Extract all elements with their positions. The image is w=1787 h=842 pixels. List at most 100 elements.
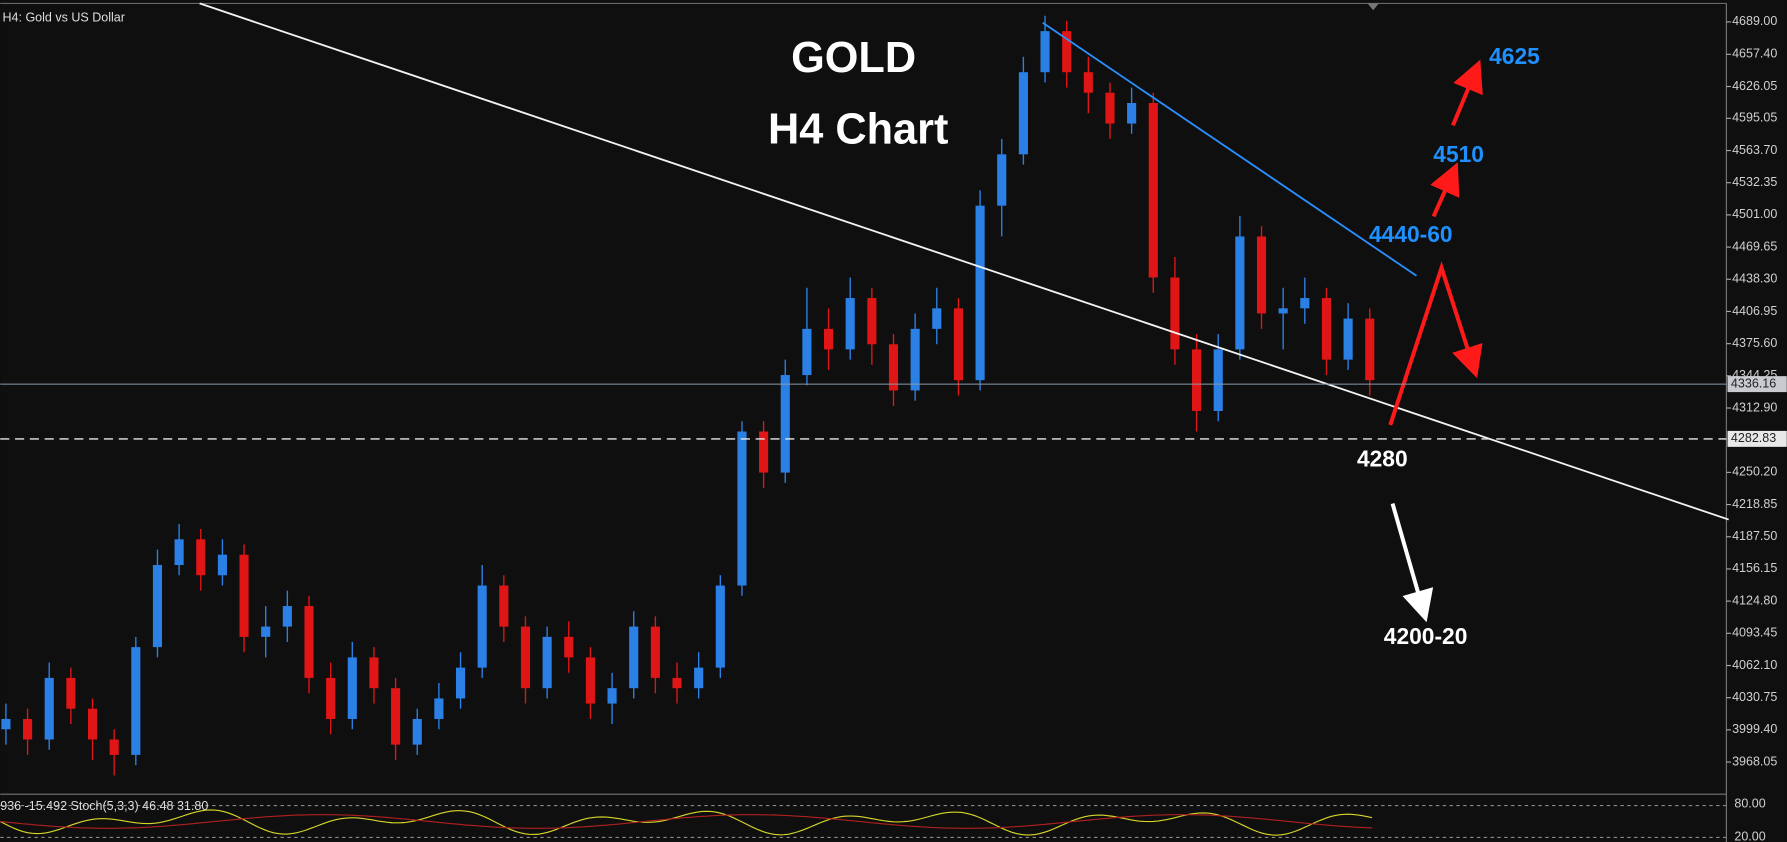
candle-body [1213, 349, 1223, 411]
candle-body [1192, 349, 1202, 411]
candle-body [694, 667, 704, 689]
candle-body [1300, 298, 1310, 309]
arrow-down [1390, 503, 1434, 623]
candle-body [564, 636, 574, 658]
resistance-line [1042, 22, 1417, 277]
current-price-label: 4336.16 [1731, 376, 1776, 390]
candle-body [932, 308, 942, 329]
y-tick-label: 4406.95 [1732, 304, 1777, 318]
level-label: 4282.83 [1731, 431, 1776, 445]
stoch-line [0, 809, 1373, 836]
candle-body [23, 718, 33, 740]
y-tick-label: 4187.50 [1732, 529, 1777, 543]
candle-body [715, 585, 725, 668]
candle-body [1148, 103, 1158, 278]
candle-body [953, 308, 964, 381]
y-tick-label: 3999.40 [1732, 722, 1777, 736]
current-price-box [1727, 376, 1787, 393]
candle-body [499, 585, 509, 627]
candle-body [845, 298, 855, 350]
symbol-label: H4: Gold vs US Dollar [3, 11, 125, 25]
candle-body [152, 564, 163, 648]
candle-body [737, 431, 747, 586]
target-label: 4200-20 [1384, 623, 1468, 649]
candle-body [109, 739, 119, 755]
y-tick-label: 4156.15 [1732, 561, 1777, 575]
candle-body [823, 328, 834, 350]
arrow-up [1430, 162, 1460, 218]
candle-body [1127, 103, 1137, 124]
candle-body [1256, 236, 1267, 314]
level-box [1727, 430, 1787, 447]
y-tick-label: 4469.65 [1732, 239, 1777, 253]
candle-body [1105, 92, 1115, 124]
y-tick-label: 4532.35 [1732, 175, 1777, 189]
stoch-signal [0, 814, 1373, 829]
y-tick-label: 4062.10 [1732, 658, 1777, 672]
price-axis: 4689.00 4657.40 4626.05 4595.05 4563.70 4532.… [1726, 14, 1777, 768]
candle-body [391, 688, 401, 745]
indicator-upper: 80.00 [1734, 797, 1765, 811]
candle-body [477, 585, 487, 668]
candle-body [802, 328, 812, 376]
target-label: 4625 [1489, 43, 1540, 69]
target-label: 4440-60 [1369, 221, 1453, 247]
shift-marker [1367, 3, 1379, 11]
y-tick-label: 4657.40 [1732, 47, 1777, 61]
candle-body [217, 554, 227, 576]
candle-body [239, 554, 249, 637]
y-tick-label: 4312.90 [1732, 400, 1777, 414]
y-tick-label: 4626.05 [1732, 79, 1777, 93]
candle-body [1321, 298, 1332, 360]
chart-subtitle: H4 Chart [768, 106, 948, 154]
candle-body [174, 539, 184, 565]
y-tick-label: 4501.00 [1732, 207, 1777, 221]
candle-body [369, 657, 379, 689]
arrow-path [1388, 261, 1483, 426]
candle-body [196, 539, 206, 576]
y-tick-label: 4689.00 [1732, 14, 1777, 28]
candle-body [910, 328, 920, 391]
candle-body [326, 677, 336, 719]
candle-body [1018, 72, 1028, 155]
candle-body [434, 698, 444, 719]
candle-body [1278, 308, 1288, 314]
candle-body [520, 626, 531, 689]
candle-body [759, 431, 769, 473]
y-tick-label: 4030.75 [1732, 690, 1777, 704]
y-tick-label: 4218.85 [1732, 497, 1777, 511]
support-label: 4280 [1357, 445, 1408, 471]
candles [1, 15, 1375, 776]
candle-body [261, 626, 271, 637]
candle-body [282, 606, 292, 627]
candle-body [66, 677, 76, 709]
candle-body [1, 718, 11, 730]
candle-body [672, 677, 682, 689]
candle-body [607, 688, 617, 704]
arrow-up [1451, 59, 1483, 127]
y-tick-label: 4595.05 [1732, 111, 1777, 125]
y-tick-label: 4438.30 [1732, 272, 1777, 286]
target-label: 4510 [1433, 141, 1484, 167]
candle-body [1170, 277, 1180, 350]
candle-body [455, 667, 466, 699]
candle-body [131, 647, 141, 755]
candle-body [1365, 318, 1375, 381]
candle-body [780, 375, 790, 473]
y-tick-label: 4563.70 [1732, 143, 1777, 157]
candle-body [412, 718, 422, 745]
candle-body [1040, 31, 1050, 73]
candle-body [997, 154, 1007, 206]
candle-body [975, 205, 985, 381]
candle-body [1235, 236, 1245, 350]
indicator-lower: 20.00 [1734, 830, 1765, 842]
candle-body [585, 657, 595, 704]
candle-body [650, 626, 660, 678]
candle-body [347, 657, 357, 719]
y-tick-label: 4375.60 [1732, 336, 1777, 350]
candle-body [542, 636, 552, 689]
chart-title: GOLD [791, 34, 916, 82]
